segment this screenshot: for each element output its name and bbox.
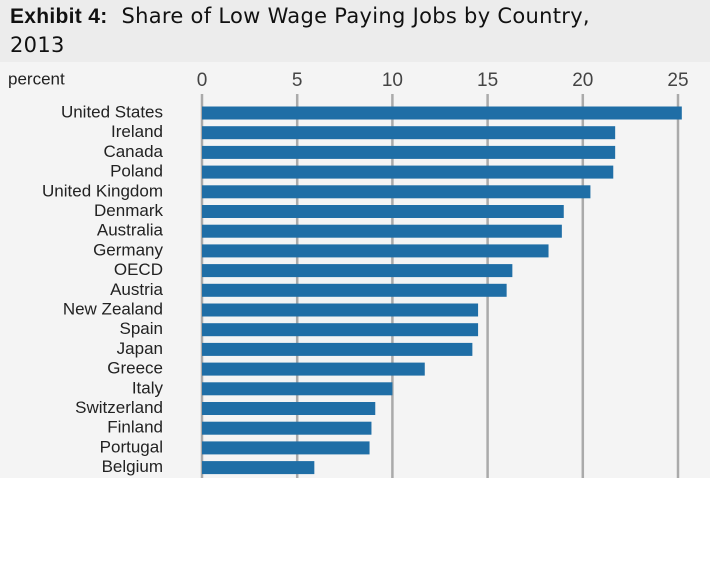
x-tick-label: 10 <box>382 70 403 91</box>
x-tick-label: 15 <box>477 70 498 91</box>
title-text: Share of Low Wage Paying Jobs by Country… <box>10 4 590 57</box>
y-tick-label: Japan <box>117 339 163 358</box>
y-tick-label: United Kingdom <box>42 181 163 200</box>
y-tick-label: Denmark <box>94 201 163 220</box>
bar <box>202 185 591 199</box>
x-tick-label: 20 <box>572 70 593 91</box>
x-tick-label: 5 <box>292 70 303 91</box>
bar <box>202 224 562 238</box>
y-tick-label: Greece <box>107 359 163 378</box>
bar <box>202 382 393 396</box>
y-tick-label: Italy <box>132 378 164 397</box>
y-tick-label: United States <box>61 102 163 121</box>
bar <box>202 342 473 356</box>
bar <box>202 165 614 179</box>
bar <box>202 106 682 120</box>
y-tick-label: Portugal <box>100 437 163 456</box>
bar <box>202 461 315 475</box>
bar <box>202 126 616 140</box>
bar <box>202 283 507 297</box>
y-tick-label: Canada <box>103 142 163 161</box>
y-tick-label: Switzerland <box>75 398 163 417</box>
bar <box>202 244 549 258</box>
y-tick-label: Poland <box>110 162 163 181</box>
bar <box>202 264 513 278</box>
y-tick-label: Finland <box>107 418 163 437</box>
chart-title: Exhibit 4: Share of Low Wage Paying Jobs… <box>10 2 630 59</box>
bar <box>202 205 564 218</box>
y-tick-label: Ireland <box>111 122 163 141</box>
y-tick-label: New Zealand <box>63 299 163 318</box>
bar <box>202 323 479 337</box>
bar <box>202 145 616 159</box>
y-tick-label: Spain <box>120 319 163 338</box>
bar <box>202 362 425 376</box>
y-tick-label: OECD <box>114 260 163 279</box>
x-axis-label: percent <box>8 69 65 88</box>
x-tick-label: 0 <box>197 70 208 91</box>
bar <box>202 421 372 435</box>
y-tick-label: Australia <box>97 221 164 240</box>
title-bar: Exhibit 4: Share of Low Wage Paying Jobs… <box>0 0 710 62</box>
chart: percent 0 5 10 15 20 25 United StatesIrelandCa… <box>0 62 710 478</box>
y-tick-label: Germany <box>93 240 163 259</box>
y-tick-label: Belgium <box>102 457 163 476</box>
bar <box>202 402 376 415</box>
bar <box>202 303 479 317</box>
x-tick-label: 25 <box>667 70 688 91</box>
title-prefix: Exhibit 4: <box>10 5 108 28</box>
bar <box>202 441 370 455</box>
y-tick-label: Austria <box>110 280 163 299</box>
